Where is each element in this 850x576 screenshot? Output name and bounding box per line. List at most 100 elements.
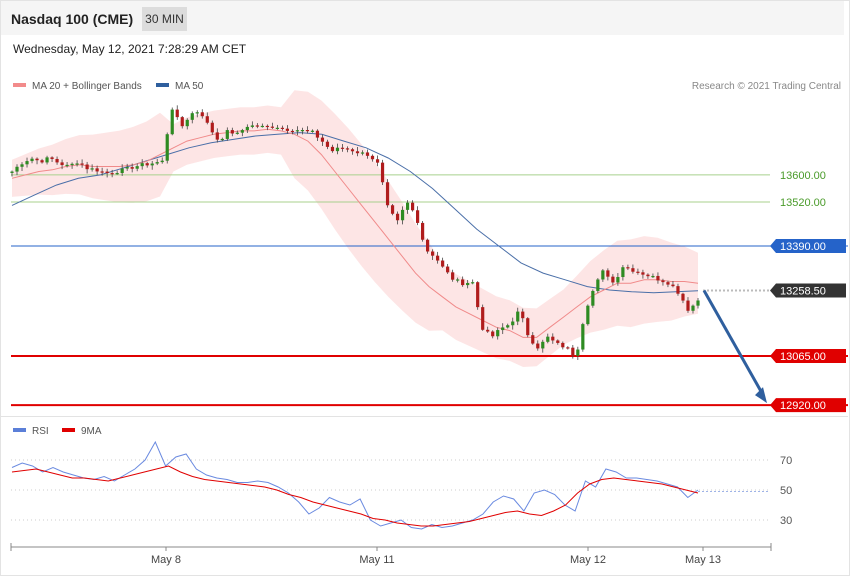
candle (325, 139, 330, 150)
candle (420, 221, 425, 242)
candle (115, 170, 119, 175)
candle (125, 163, 129, 171)
candle (25, 157, 29, 168)
candle (526, 317, 530, 338)
legend-9ma-label: 9MA (81, 426, 102, 437)
candle-body (80, 163, 84, 165)
candle (230, 127, 234, 137)
level-tag-13390.00: 13390.00 (770, 239, 846, 253)
candle (476, 281, 480, 310)
candle-body (50, 157, 54, 159)
candle (471, 279, 475, 285)
candle (395, 211, 400, 225)
candle (200, 109, 204, 119)
candle (651, 273, 655, 278)
candle (410, 200, 415, 212)
candle (295, 126, 300, 136)
candle-body (330, 146, 335, 152)
candles (10, 105, 700, 360)
candle-body (180, 117, 184, 127)
candle-body (370, 155, 375, 160)
rsi-tick-label: 30 (780, 515, 792, 527)
candle (586, 304, 590, 326)
candle (531, 332, 535, 345)
candle (310, 129, 315, 133)
candle (195, 110, 199, 118)
candle-body (270, 126, 274, 128)
candle (616, 272, 620, 286)
candle (501, 323, 505, 335)
candle-body (671, 284, 675, 287)
candle (456, 277, 460, 283)
candle-body (100, 171, 104, 173)
candle (375, 155, 380, 167)
candle (606, 268, 610, 281)
level-tag-bg (770, 398, 846, 413)
candle-body (85, 164, 89, 170)
candle-body (476, 282, 480, 308)
candle (315, 129, 320, 142)
candle (621, 265, 625, 281)
candle-body (431, 251, 435, 256)
candle-body (446, 266, 450, 273)
candle-body (190, 113, 194, 120)
candle (441, 257, 445, 268)
candle-body (70, 163, 74, 166)
x-tick-label: May 12 (570, 554, 606, 566)
candle (696, 297, 700, 309)
candle (400, 206, 405, 225)
candle-body (651, 275, 655, 278)
candle-body (456, 279, 460, 281)
chart-header: Nasdaq 100 (CME) 30 MIN (1, 1, 844, 35)
candle (360, 150, 365, 156)
candle (150, 160, 154, 170)
copyright: Research © 2021 Trading Central (691, 81, 841, 92)
bollinger-band (12, 90, 698, 368)
candle-body (235, 132, 239, 134)
candle (646, 273, 650, 279)
candle-body (345, 148, 350, 150)
candle (596, 278, 600, 294)
candle-body (536, 343, 540, 349)
candle-body (285, 128, 290, 131)
candle-body (195, 112, 199, 114)
candle (40, 158, 44, 164)
candle (285, 125, 290, 134)
legend-rsi-label: RSI (32, 426, 49, 437)
candle (180, 115, 184, 129)
candle-body (696, 300, 700, 306)
candle-body (245, 126, 249, 131)
candle (100, 167, 104, 176)
candle-body (461, 279, 465, 286)
candle (335, 143, 340, 155)
candle-body (451, 272, 455, 280)
candle-body (541, 341, 545, 349)
candle-body (681, 293, 685, 301)
candle-body (581, 324, 585, 350)
candle-body (200, 112, 204, 117)
candle-body (215, 132, 219, 140)
candle-body (621, 267, 625, 278)
candle (481, 304, 485, 331)
level-label-13065.00: 13065.00 (780, 351, 826, 363)
candle-body (280, 127, 284, 129)
candle (175, 105, 179, 120)
candle (591, 289, 595, 308)
candle-body (400, 209, 405, 221)
level-label-12920.00: 12920.00 (780, 400, 826, 412)
candle (345, 146, 350, 153)
candle (370, 154, 375, 162)
candle (80, 159, 84, 168)
candle-body (561, 342, 565, 348)
candle-body (601, 270, 605, 280)
timestamp: Wednesday, May 12, 2021 7:28:29 AM CET (13, 42, 247, 56)
candle-body (320, 137, 325, 142)
candle (135, 163, 139, 172)
candle (190, 111, 194, 124)
candle-body (325, 141, 330, 147)
candle-body (35, 158, 39, 161)
candle-body (155, 162, 159, 164)
rsi-tick-label: 50 (780, 485, 792, 497)
candle-body (526, 318, 530, 336)
interval-badge[interactable]: 30 MIN (142, 7, 187, 31)
